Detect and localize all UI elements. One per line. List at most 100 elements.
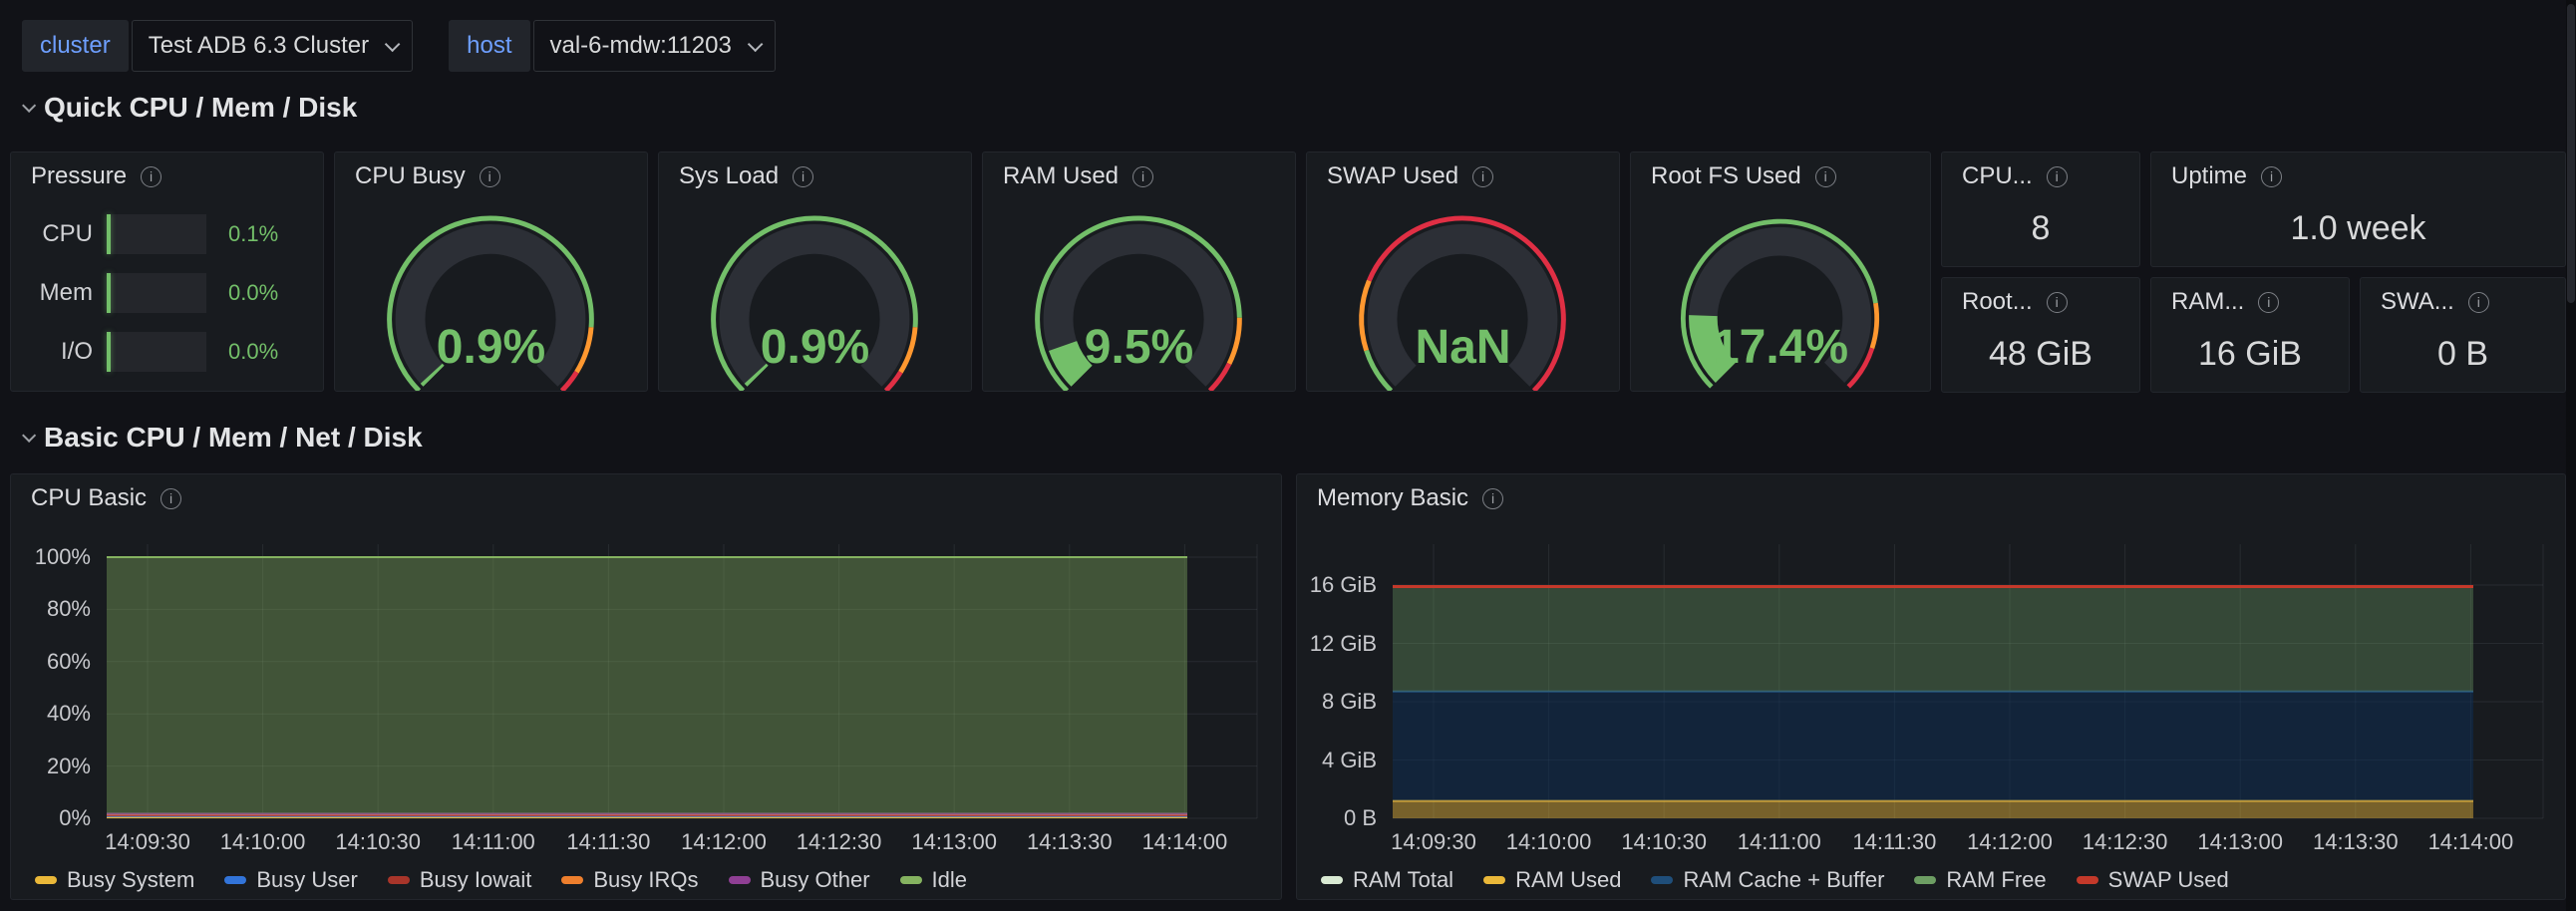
panel-ram-used: RAM Used i 9.5% xyxy=(982,152,1296,392)
host-variable-select[interactable]: val-6-mdw:11203 xyxy=(532,20,776,72)
pressure-row-cpu: CPU 0.1% xyxy=(27,214,278,254)
info-icon[interactable]: i xyxy=(2467,291,2489,313)
variable-bar: cluster Test ADB 6.3 Cluster host val-6-… xyxy=(22,20,776,72)
pressure-row-io: I/O 0.0% xyxy=(27,332,278,372)
collapse-chevron-icon xyxy=(22,428,37,443)
info-icon[interactable]: i xyxy=(2046,165,2068,187)
x-axis-tick-label: 14:13:30 xyxy=(1026,829,1113,854)
panel-title[interactable]: CPU Basic xyxy=(31,484,148,511)
gauge-value: 0.9% xyxy=(436,321,546,374)
section-basic-cpu-mem-net-disk[interactable]: Basic CPU / Mem / Net / Disk xyxy=(22,422,423,454)
pressure-row-mem: Mem 0.0% xyxy=(27,273,278,313)
legend-color-chip xyxy=(1321,876,1343,884)
x-axis-tick-label: 14:12:30 xyxy=(2082,829,2168,854)
legend-item[interactable]: RAM Cache + Buffer xyxy=(1651,867,1884,893)
pressure-value: 0.1% xyxy=(228,221,279,246)
panel-title[interactable]: RAM... xyxy=(2171,288,2245,315)
x-axis-tick-label: 14:11:00 xyxy=(1737,829,1821,854)
panel-sys-load: Sys Load i 0.9% xyxy=(658,152,972,392)
legend-series-name: Busy IRQs xyxy=(593,867,699,892)
legend-item[interactable]: Busy Iowait xyxy=(387,867,531,893)
x-axis-tick-label: 14:12:30 xyxy=(796,829,882,854)
x-axis-tick-label: 14:09:30 xyxy=(105,829,190,854)
chevron-down-icon xyxy=(747,36,764,52)
legend-item[interactable]: Busy Other xyxy=(728,867,870,893)
pressure-label: CPU xyxy=(42,220,93,247)
cluster-variable-select[interactable]: Test ADB 6.3 Cluster xyxy=(131,20,414,72)
legend-series-name: Busy Other xyxy=(760,867,870,892)
cpu-basic-chart[interactable] xyxy=(11,474,1283,901)
info-icon[interactable]: i xyxy=(161,487,182,509)
stat-value: 0 B xyxy=(2436,335,2489,373)
legend-item[interactable]: SWAP Used xyxy=(2076,867,2229,893)
info-icon[interactable]: i xyxy=(793,165,814,187)
stat-value: 8 xyxy=(2031,209,2051,247)
info-icon[interactable]: i xyxy=(1132,165,1154,187)
info-icon[interactable]: i xyxy=(141,165,162,187)
panel-title[interactable]: Root... xyxy=(1962,288,2033,315)
legend-item[interactable]: Busy User xyxy=(224,867,358,893)
pressure-label: I/O xyxy=(60,338,93,365)
bar-fill xyxy=(107,332,111,372)
x-axis-tick-label: 14:09:30 xyxy=(1391,829,1476,854)
host-variable-label: host xyxy=(449,20,530,72)
y-axis-tick-label: 0 B xyxy=(1343,805,1377,830)
legend-series-name: Idle xyxy=(931,867,968,892)
info-icon[interactable]: i xyxy=(479,165,500,187)
legend-color-chip xyxy=(2076,876,2098,884)
variable-host: host val-6-mdw:11203 xyxy=(449,20,776,72)
panel-title[interactable]: Uptime xyxy=(2171,162,2248,189)
legend-color-chip xyxy=(728,876,751,884)
y-axis-tick-label: 20% xyxy=(46,753,91,778)
legend-color-chip xyxy=(1914,876,1937,884)
panel-title[interactable]: Pressure xyxy=(31,162,128,189)
pressure-bar-gauge xyxy=(107,214,206,254)
panel-title[interactable]: CPU... xyxy=(1962,162,2033,189)
memory-basic-chart[interactable] xyxy=(1297,474,2567,901)
x-axis-tick-label: 14:13:00 xyxy=(911,829,997,854)
legend-item[interactable]: RAM Total xyxy=(1321,867,1453,893)
legend-item[interactable]: RAM Free xyxy=(1914,867,2047,893)
scrollbar-thumb[interactable] xyxy=(2567,4,2575,303)
panel-title[interactable]: Root FS Used xyxy=(1651,162,1801,189)
x-axis-tick-label: 14:13:30 xyxy=(2312,829,2399,854)
legend-item[interactable]: Busy System xyxy=(35,867,194,893)
panel-title[interactable]: RAM Used xyxy=(1003,162,1120,189)
panel-title[interactable]: Memory Basic xyxy=(1317,484,1469,511)
legend-item[interactable]: Idle xyxy=(899,867,968,893)
collapse-chevron-icon xyxy=(22,98,37,113)
panel-root-fs-used: Root FS Used i 17.4% xyxy=(1630,152,1931,392)
info-icon[interactable]: i xyxy=(2261,165,2283,187)
legend-color-chip xyxy=(899,876,922,884)
legend-item[interactable]: Busy IRQs xyxy=(561,867,699,893)
legend-series-name: RAM Free xyxy=(1946,867,2047,892)
legend-color-chip xyxy=(35,876,57,884)
legend-color-chip xyxy=(1651,876,1674,884)
bar-fill xyxy=(107,214,111,254)
section-quick-cpu-mem-disk[interactable]: Quick CPU / Mem / Disk xyxy=(22,92,357,124)
sys-load-gauge xyxy=(711,215,918,391)
cpu-busy-gauge xyxy=(387,215,594,391)
legend-series-name: RAM Used xyxy=(1515,867,1622,892)
panel-title[interactable]: SWA... xyxy=(2381,288,2454,315)
scrollbar[interactable] xyxy=(2566,0,2576,911)
host-variable-value: val-6-mdw:11203 xyxy=(549,32,732,59)
section-title: Quick CPU / Mem / Disk xyxy=(44,92,358,123)
info-icon[interactable]: i xyxy=(1482,487,1504,509)
gauge-value: 0.9% xyxy=(760,321,870,374)
panel-title[interactable]: Sys Load xyxy=(679,162,780,189)
x-axis-tick-label: 14:11:30 xyxy=(566,829,651,854)
panel-title[interactable]: SWAP Used xyxy=(1327,162,1459,189)
panel-title[interactable]: CPU Busy xyxy=(355,162,466,189)
gauge-value: 17.4% xyxy=(1712,321,1849,374)
y-axis-tick-label: 4 GiB xyxy=(1321,747,1377,772)
info-icon[interactable]: i xyxy=(1472,165,1494,187)
info-icon[interactable]: i xyxy=(2046,291,2068,313)
info-icon[interactable]: i xyxy=(2258,291,2280,313)
chevron-down-icon xyxy=(384,36,401,52)
x-axis-tick-label: 14:12:00 xyxy=(1967,829,2053,854)
panel-memory-basic: Memory Basic i 14:09:30 14:10:00 14:10:30 1… xyxy=(1296,473,2566,900)
x-axis-tick-label: 14:10:00 xyxy=(1505,829,1592,854)
info-icon[interactable]: i xyxy=(1814,165,1836,187)
legend-item[interactable]: RAM Used xyxy=(1483,867,1621,893)
